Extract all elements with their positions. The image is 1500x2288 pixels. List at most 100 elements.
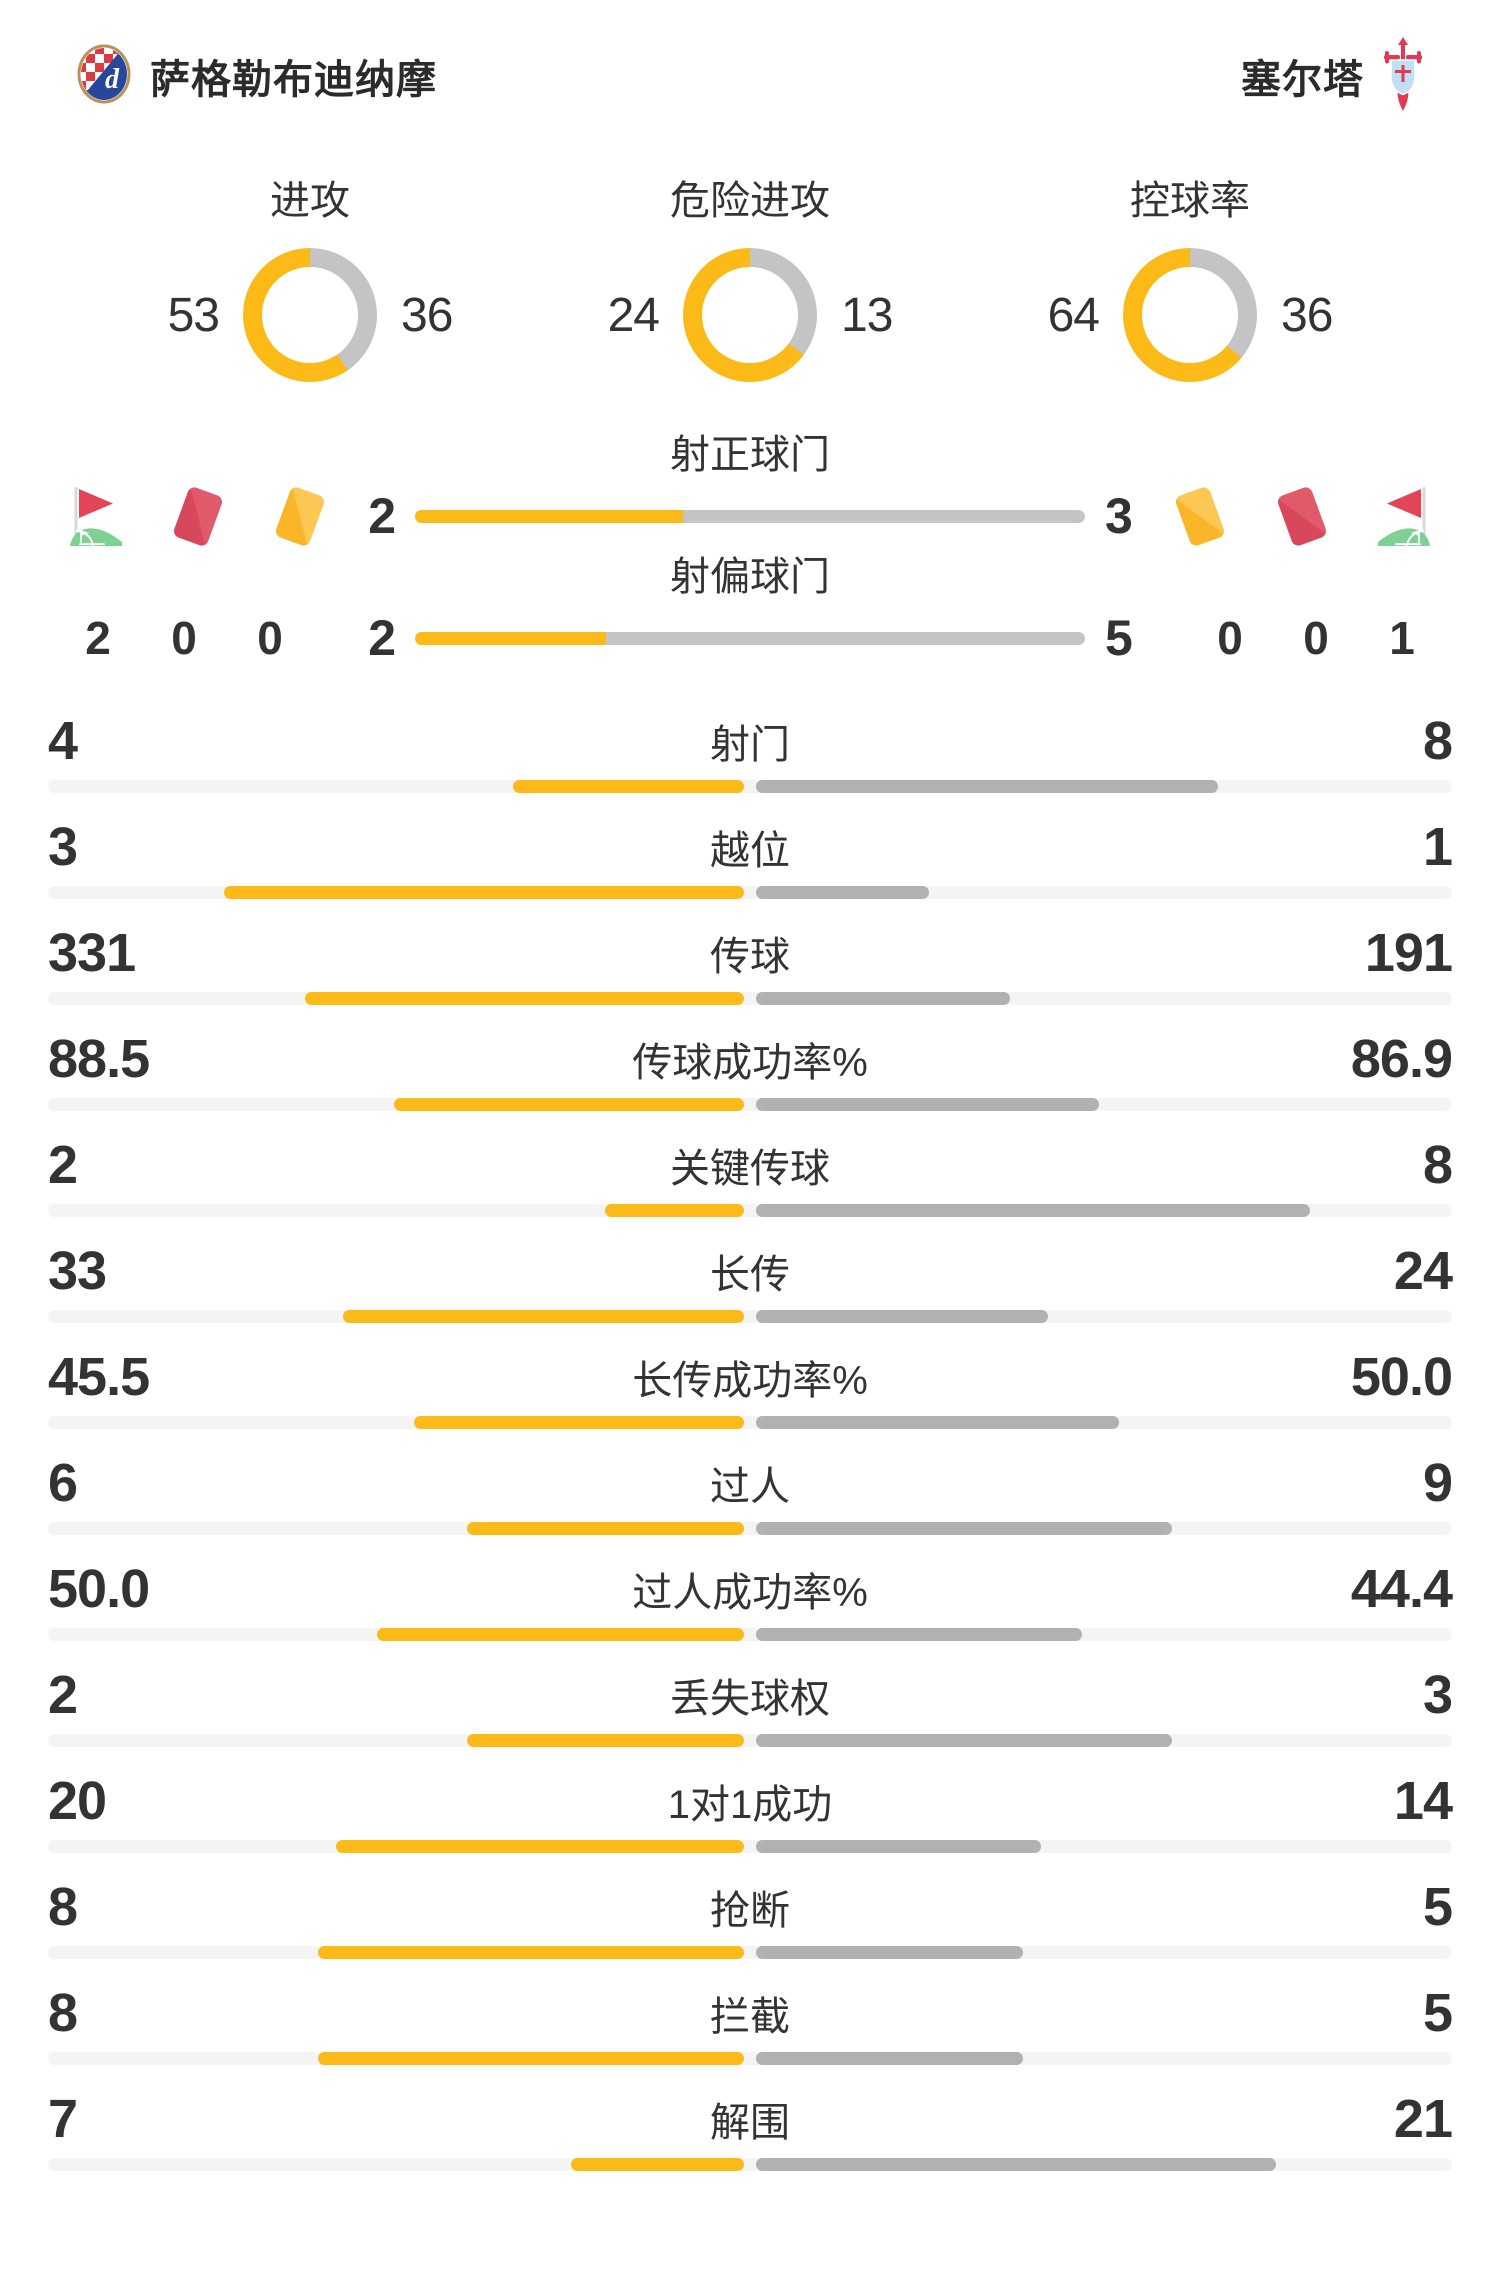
stat-home-value: 6 [48,1453,78,1513]
stat-away-bar [756,2158,1276,2171]
stat-home-value: 20 [48,1771,107,1831]
stat-away-value: 8 [1422,1135,1453,1195]
shots-on-target-home: 2 [368,488,396,544]
donut-label: 控球率 [1130,179,1250,223]
shots-off-target-bar [415,631,1085,645]
away-team-name: 塞尔塔 [1241,58,1364,102]
home-discipline-icons [68,483,328,549]
stat-row: 6 过人 9 [48,1452,1453,1558]
stat-home-value: 8 [48,1983,78,2043]
donut-label: 进攻 [270,179,350,223]
stat-row: 20 1对1成功 14 [48,1770,1453,1876]
donut-label: 危险进攻 [670,179,830,223]
donut-charts: 进攻 53 36 危险进攻 24 13 控球率 64 36 [0,180,1500,382]
stats-list: 4 射门 8 3 越位 1 331 传球 191 [0,710,1500,2194]
stat-row: 2 关键传球 8 [48,1134,1453,1240]
home-discipline-counts: 2 0 0 [68,611,300,665]
away-corners-count: 1 [1389,612,1415,664]
shots-on-target-away: 3 [1105,488,1133,544]
stat-label: 拦截 [710,1995,790,2039]
stat-row: 8 拦截 5 [48,1982,1453,2088]
stat-bar [48,886,1452,899]
stat-away-bar [756,780,1218,793]
stat-away-value: 14 [1393,1771,1453,1831]
donut-ring [683,248,817,382]
stat-away-bar [756,1522,1172,1535]
away-red-cards-count: 0 [1303,612,1329,664]
donut-home-value: 24 [607,288,660,342]
donut-away-value: 13 [841,288,893,342]
stat-away-bar [756,2052,1023,2065]
stat-home-value: 50.0 [48,1559,150,1619]
stat-label: 传球成功率% [632,1041,868,1085]
corner-flag-icon [68,483,124,549]
stat-label: 越位 [710,829,790,873]
away-discipline-icons [1172,483,1432,549]
stat-away-bar [756,886,929,899]
stat-home-bar [467,1734,744,1747]
home-yellow-cards-count: 0 [257,612,283,664]
yellow-card-icon [1172,483,1228,549]
stat-label: 长传成功率% [632,1359,868,1403]
donut-group: 进攻 53 36 [90,180,530,382]
stat-bar [48,1098,1452,1111]
stat-home-value: 2 [48,1135,78,1195]
stat-away-value: 9 [1422,1453,1453,1513]
stat-home-bar [343,1310,744,1323]
shots-on-target-bar [415,509,1085,523]
home-team: d 萨格勒布迪纳摩 [76,44,437,109]
stat-away-bar [756,1416,1119,1429]
donut-home-value: 64 [1047,288,1100,342]
stat-away-bar [756,992,1010,1005]
stat-away-bar [756,1734,1172,1747]
shots-off-target-away: 5 [1105,610,1133,666]
stat-home-value: 2 [48,1665,78,1725]
donut-group: 危险进攻 24 13 [530,180,970,382]
away-team: 塞尔塔 [1241,36,1424,117]
stat-home-bar [394,1098,744,1111]
stat-away-value: 44.4 [1350,1559,1453,1619]
stat-home-value: 8 [48,1877,78,1937]
shots-off-target-home: 2 [368,610,396,666]
stat-label: 过人 [710,1465,790,1509]
stat-home-bar [224,886,744,899]
stat-home-value: 88.5 [48,1029,150,1089]
stat-label: 射门 [710,723,790,767]
stat-away-value: 1 [1422,817,1453,877]
stat-bar [48,1840,1452,1853]
stat-home-bar [305,992,744,1005]
stat-away-bar [756,1628,1082,1641]
stat-home-value: 4 [48,711,78,771]
red-card-icon [1274,483,1330,549]
stat-away-value: 3 [1422,1665,1453,1725]
stat-away-bar [756,1840,1041,1853]
stat-away-value: 50.0 [1350,1347,1453,1407]
stat-row: 3 越位 1 [48,816,1453,922]
stat-away-bar [756,1310,1048,1323]
stat-label: 解围 [710,2101,790,2145]
home-team-name: 萨格勒布迪纳摩 [150,58,437,102]
stat-away-value: 5 [1422,1877,1453,1937]
stat-bar [48,2158,1452,2171]
stat-bar [48,1204,1452,1217]
stat-bar [48,1734,1452,1747]
stat-home-bar [318,2052,744,2065]
home-red-cards-count: 0 [171,612,197,664]
stat-home-bar [377,1628,744,1641]
stat-bar [48,992,1452,1005]
stat-home-value: 45.5 [48,1347,150,1407]
stat-home-value: 3 [48,817,78,877]
stat-row: 45.5 长传成功率% 50.0 [48,1346,1453,1452]
stat-row: 33 长传 24 [48,1240,1453,1346]
donut-away-value: 36 [401,288,453,342]
donut-ring [1123,248,1257,382]
stat-away-bar [756,1204,1310,1217]
stat-home-bar [414,1416,744,1429]
donut-home-value: 53 [167,288,220,342]
stat-bar [48,1416,1452,1429]
stat-label: 关键传球 [670,1147,830,1191]
away-team-logo [1382,36,1424,117]
home-corners-count: 2 [85,612,111,664]
stat-row: 2 丢失球权 3 [48,1664,1453,1770]
stat-home-bar [467,1522,744,1535]
